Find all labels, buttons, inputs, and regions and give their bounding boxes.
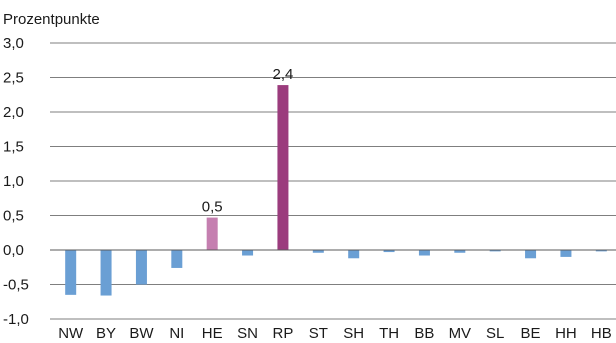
x-tick-label: SN — [237, 325, 258, 342]
data-label-rp: 2,4 — [273, 66, 294, 83]
x-axis-ticks: NW BY BW NI HE SN RP ST SH TH BB MV SL BE HH HB — [58, 325, 612, 342]
y-tick-label: 3,0 — [3, 35, 24, 52]
bar-th — [383, 250, 395, 253]
x-tick-label: HE — [202, 325, 223, 342]
bar-hh — [560, 250, 572, 257]
bar-bw — [135, 250, 147, 285]
bar-sl — [489, 250, 501, 252]
bar-hb — [595, 250, 607, 252]
bars — [65, 85, 607, 296]
x-tick-label: ST — [309, 325, 328, 342]
y-tick-label: 0,0 — [3, 242, 24, 259]
data-labels: 0,5 2,4 — [202, 66, 294, 215]
bar-bb — [418, 250, 430, 256]
x-tick-label: RP — [273, 325, 294, 342]
bar-sn — [242, 250, 254, 256]
data-label-he: 0,5 — [202, 199, 223, 216]
bar-he — [206, 217, 218, 250]
y-tick-label: 0,5 — [3, 208, 24, 225]
x-tick-label: NI — [169, 325, 184, 342]
y-tick-label: 1,5 — [3, 139, 24, 156]
x-tick-label: TH — [379, 325, 399, 342]
y-tick-label: 2,5 — [3, 70, 24, 87]
y-tick-label: 2,0 — [3, 104, 24, 121]
x-tick-label: HH — [555, 325, 577, 342]
bar-by — [100, 250, 112, 296]
x-tick-label: HB — [591, 325, 612, 342]
y-tick-label: -0,5 — [3, 277, 29, 294]
bar-nw — [65, 250, 77, 295]
bar-st — [312, 250, 324, 253]
x-tick-label: BE — [521, 325, 541, 342]
y-unit-label: Prozentpunkte — [3, 11, 100, 28]
bar-sh — [348, 250, 360, 259]
bar-ni — [171, 250, 183, 268]
bar-rp — [277, 85, 289, 250]
x-tick-label: NW — [58, 325, 84, 342]
x-tick-label: SL — [486, 325, 504, 342]
x-tick-label: BB — [414, 325, 434, 342]
y-tick-label: -1,0 — [3, 311, 29, 328]
x-tick-label: SH — [343, 325, 364, 342]
bar-be — [525, 250, 537, 259]
grid-lines — [50, 42, 616, 320]
x-tick-label: BW — [129, 325, 154, 342]
x-tick-label: BY — [96, 325, 116, 342]
y-tick-label: 1,0 — [3, 173, 24, 190]
x-tick-label: MV — [449, 325, 472, 342]
bar-mv — [454, 250, 466, 253]
y-axis-ticks: -1,0 -0,5 0,0 0,5 1,0 1,5 2,0 2,5 3,0 — [3, 35, 29, 328]
